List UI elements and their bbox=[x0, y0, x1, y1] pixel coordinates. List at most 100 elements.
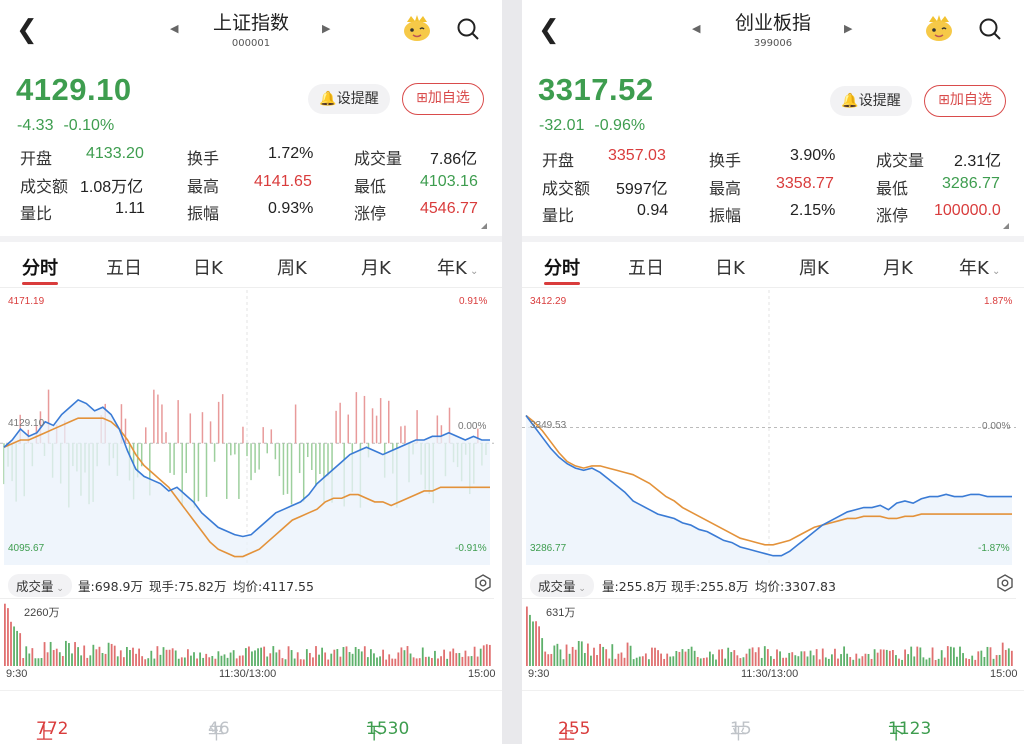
volume-bar-down bbox=[913, 656, 916, 666]
volume-now: 现手:255.8万 bbox=[671, 579, 749, 594]
volume-bar-up bbox=[678, 651, 681, 666]
volume-bar-down bbox=[846, 653, 849, 666]
market-breadth: 上涨 772家 平盘 46家 下跌 1530家 bbox=[0, 690, 502, 744]
expand-corner-icon[interactable] bbox=[1003, 223, 1009, 229]
volume-bar-up bbox=[98, 646, 101, 666]
prev-index-icon[interactable]: ◀ bbox=[170, 22, 179, 35]
volume-bar-up bbox=[385, 659, 388, 666]
volume-bar-up bbox=[943, 657, 946, 666]
intraday-chart[interactable]: 4171.19 0.91% 4129.10 0.00% 4095.67 -0.9… bbox=[0, 290, 502, 565]
volume-bar-up bbox=[238, 655, 241, 666]
tab-intraday[interactable]: 分时 bbox=[22, 258, 58, 279]
volume-bar-down bbox=[351, 653, 354, 666]
tab-intraday[interactable]: 分时 bbox=[544, 258, 580, 279]
volume-bar-down bbox=[25, 646, 28, 666]
volume-bar-up bbox=[696, 657, 699, 666]
volume-bar-up bbox=[663, 658, 666, 666]
volume-bar-down bbox=[16, 630, 18, 666]
volume-bar-up bbox=[544, 651, 547, 666]
set-alert-button[interactable]: 🔔设提醒 bbox=[830, 86, 912, 116]
tab-yearly-k[interactable]: 年K ⌄ bbox=[959, 258, 1001, 279]
volume-chart[interactable]: 631万 bbox=[522, 598, 1024, 678]
volume-bar-up bbox=[803, 651, 806, 666]
back-icon[interactable]: ❮ bbox=[538, 15, 560, 45]
tab-daily-k[interactable]: 日K bbox=[193, 258, 223, 279]
volume-bar-up bbox=[599, 643, 601, 666]
volume-bar-up bbox=[443, 649, 445, 666]
volume-bar-up bbox=[702, 657, 705, 666]
volume-bar-down bbox=[827, 658, 830, 666]
search-icon[interactable] bbox=[456, 17, 480, 41]
next-index-icon[interactable]: ▶ bbox=[844, 22, 853, 35]
tab-yearly-k[interactable]: 年K ⌄ bbox=[437, 258, 479, 279]
volume-selector[interactable]: 成交量 ⌄ bbox=[530, 574, 594, 597]
volume-bar-up bbox=[424, 656, 427, 666]
tab-daily-k[interactable]: 日K bbox=[715, 258, 745, 279]
volume-bar-up bbox=[482, 645, 485, 666]
index-code: 000001 bbox=[231, 38, 271, 49]
active-tab-indicator bbox=[22, 282, 58, 285]
volume-bar-down bbox=[998, 654, 1001, 666]
back-icon[interactable]: ❮ bbox=[16, 15, 38, 45]
volume-bar-up bbox=[165, 649, 168, 666]
volume-bar-down bbox=[675, 650, 678, 666]
volume-bar-up bbox=[608, 658, 611, 666]
volume-bar-up bbox=[180, 657, 183, 666]
tab-weekly-k[interactable]: 周K bbox=[799, 258, 829, 279]
header: ❮ ◀ 创业板指 399006 ▶ bbox=[522, 0, 1024, 60]
volume-bar-down bbox=[126, 646, 128, 666]
volume-bar-down bbox=[409, 653, 412, 666]
volume-bar-down bbox=[748, 648, 751, 666]
volume-bar-down bbox=[479, 648, 482, 666]
intraday-chart[interactable]: 3412.29 1.87% 3349.53 0.00% 3286.77 -1.8… bbox=[522, 290, 1024, 565]
volume-max: 2260万 bbox=[24, 607, 60, 619]
add-watchlist-button[interactable]: ⊞加自选 bbox=[402, 83, 484, 115]
volume-bar-down bbox=[770, 656, 772, 666]
volume-bar-up bbox=[705, 657, 708, 666]
volume-bar-down bbox=[129, 650, 131, 666]
next-index-icon[interactable]: ▶ bbox=[322, 22, 331, 35]
volume-bar-down bbox=[357, 649, 360, 666]
volume-bar-down bbox=[28, 653, 31, 666]
volume-bar-up bbox=[431, 658, 433, 666]
settings-icon[interactable] bbox=[996, 574, 1014, 592]
mascot-icon[interactable] bbox=[401, 14, 433, 42]
volume-bar-down bbox=[953, 647, 955, 666]
set-alert-button[interactable]: 🔔设提醒 bbox=[308, 84, 390, 114]
volume-bar-down bbox=[797, 656, 800, 666]
volume-bar-up bbox=[965, 658, 967, 666]
volume-bar-down bbox=[986, 646, 989, 666]
volume-bar-up bbox=[684, 651, 687, 666]
volume-bar-up bbox=[418, 658, 421, 666]
volume-bar-up bbox=[61, 655, 64, 666]
volume-bar-down bbox=[305, 649, 308, 666]
volume-bar-down bbox=[366, 657, 369, 666]
volume-chart[interactable]: 2260万 bbox=[0, 598, 502, 678]
volume-bar-down bbox=[68, 643, 70, 666]
tab-monthly-k[interactable]: 月K bbox=[361, 258, 391, 279]
volume-bar-down bbox=[434, 650, 436, 666]
stat-value: 3286.77 bbox=[942, 175, 1000, 192]
plus-box-icon: ⊞ bbox=[938, 92, 950, 108]
settings-icon[interactable] bbox=[474, 574, 492, 592]
tab-five-day[interactable]: 五日 bbox=[628, 258, 664, 279]
volume-bar-up bbox=[171, 648, 174, 666]
expand-corner-icon[interactable] bbox=[481, 223, 487, 229]
stat-label: 最低 bbox=[876, 181, 909, 198]
tab-monthly-k[interactable]: 月K bbox=[883, 258, 913, 279]
volume-bar-down bbox=[669, 656, 672, 666]
add-watchlist-button[interactable]: ⊞加自选 bbox=[924, 85, 1006, 117]
volume-bar-up bbox=[312, 657, 314, 666]
tab-five-day[interactable]: 五日 bbox=[106, 258, 142, 279]
volume-bar-down bbox=[293, 658, 296, 666]
tab-weekly-k[interactable]: 周K bbox=[277, 258, 307, 279]
volume-bar-up bbox=[22, 658, 25, 666]
prev-index-icon[interactable]: ◀ bbox=[692, 22, 701, 35]
volume-bar-up bbox=[287, 646, 290, 666]
search-icon[interactable] bbox=[978, 17, 1002, 41]
mascot-icon[interactable] bbox=[923, 14, 955, 42]
volume-bar-up bbox=[83, 645, 86, 666]
volume-selector[interactable]: 成交量 ⌄ bbox=[8, 574, 72, 597]
volume-bar-down bbox=[177, 658, 180, 666]
volume-bar-up bbox=[235, 658, 238, 666]
